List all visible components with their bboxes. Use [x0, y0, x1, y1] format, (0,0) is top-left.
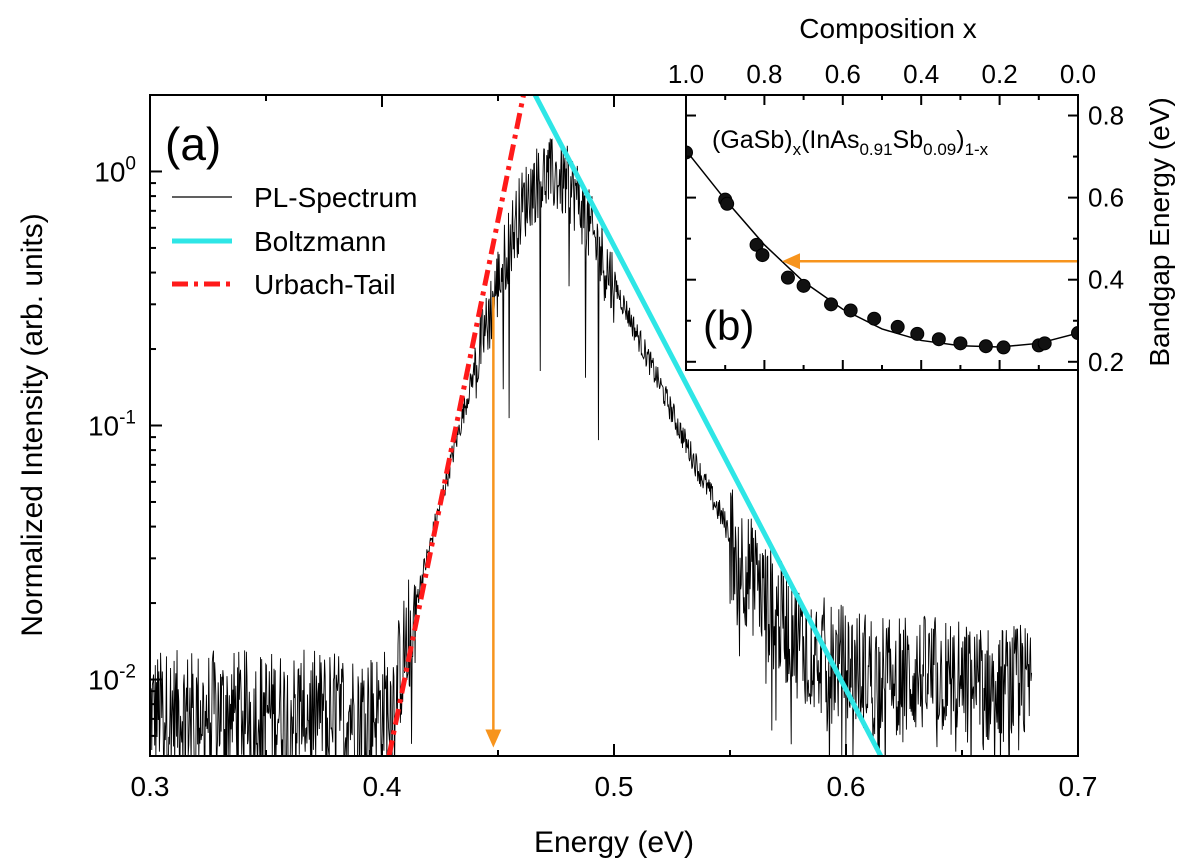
inset-data-point — [1037, 336, 1052, 351]
energy-arrow-head — [485, 729, 502, 748]
inset-data-point — [796, 278, 811, 293]
inset-data-point — [890, 319, 905, 334]
inset-data-point — [931, 332, 946, 347]
inset-data-point — [953, 336, 968, 351]
pl-spectrum-line — [150, 138, 1033, 756]
formula-part-2: (InAs — [801, 126, 859, 154]
inset-y-axis-label: Bandgap Energy (eV) — [1144, 97, 1175, 366]
y-tick-label: 100 — [94, 153, 136, 187]
inset-formula: (GaSb)x(InAs0.91Sb0.09)1-x — [712, 126, 989, 159]
formula-part-3: Sb — [893, 126, 924, 154]
y-axis-label: Normalized Intensity (arb. units) — [16, 213, 49, 637]
inset-plot-content — [686, 145, 1078, 355]
inset-data-point — [978, 339, 993, 354]
inset-data-point — [755, 248, 770, 263]
x-tick-label: 0.5 — [595, 771, 634, 802]
main-plot-content — [150, 95, 1033, 756]
inset-data-point — [720, 196, 735, 211]
legend: PL-Spectrum Boltzmann Urbach-Tail — [172, 182, 417, 300]
main-y-axis: 10-2 10-1 100 — [88, 94, 162, 757]
legend-label-boltzmann: Boltzmann — [254, 226, 386, 257]
inset-data-points — [686, 145, 1078, 355]
inset-data-point — [867, 311, 882, 326]
y-tick-label: 10-2 — [88, 662, 136, 696]
inset-x-tick-label: 0.6 — [825, 59, 861, 89]
inset-x-tick-label: 0.4 — [903, 59, 939, 89]
legend-label-urbach: Urbach-Tail — [254, 269, 396, 300]
boltzmann-line — [532, 95, 884, 756]
bandgap-arrow — [782, 253, 1078, 270]
x-tick-label: 0.7 — [1059, 771, 1098, 802]
panel-b-label: (b) — [703, 302, 754, 349]
formula-sub-2: 0.91 — [859, 140, 892, 159]
x-tick-label: 0.3 — [131, 771, 170, 802]
inset-data-point — [780, 270, 795, 285]
y-tick-label: 10-1 — [88, 408, 136, 442]
inset-y-tick-label: 0.2 — [1088, 347, 1124, 377]
x-tick-label: 0.4 — [363, 771, 402, 802]
formula-sub-4: 1-x — [965, 140, 989, 159]
inset-right-axis: 0.2 0.4 0.6 0.8 — [686, 101, 1124, 377]
inset-top-axis: 1.0 0.8 0.6 0.4 0.2 0.0 — [668, 59, 1096, 370]
x-tick-label: 0.6 — [827, 771, 866, 802]
formula-sub-3: 0.09 — [923, 140, 956, 159]
legend-label-pl: PL-Spectrum — [254, 182, 417, 213]
energy-arrow — [485, 297, 502, 748]
x-axis-label: Energy (eV) — [534, 826, 694, 859]
inset-y-tick-label: 0.8 — [1088, 101, 1124, 131]
inset-y-tick-label: 0.4 — [1088, 265, 1124, 295]
inset-data-point — [824, 297, 839, 312]
inset-background — [686, 95, 1078, 370]
bandgap-arrow-head — [782, 253, 800, 270]
formula-part-4: ) — [956, 126, 964, 154]
inset-panel: 1.0 0.8 0.6 0.4 0.2 0.0 0.2 0.4 0.6 0.8 Composit… — [668, 13, 1175, 377]
inset-data-point — [843, 303, 858, 318]
inset-x-tick-label: 0.2 — [982, 59, 1018, 89]
inset-x-tick-label: 1.0 — [668, 59, 704, 89]
inset-x-axis-label: Composition x — [799, 13, 976, 44]
inset-data-point — [996, 340, 1011, 355]
panel-a-label: (a) — [165, 118, 221, 170]
formula-sub-1: x — [793, 140, 802, 159]
inset-x-tick-label: 0.0 — [1060, 59, 1096, 89]
inset-data-point — [1071, 326, 1078, 341]
inset-data-point — [910, 326, 925, 341]
inset-fit-curve — [686, 149, 1078, 348]
main-x-axis: 0.3 0.4 0.5 0.6 0.7 — [131, 95, 1098, 802]
inset-y-tick-label: 0.6 — [1088, 183, 1124, 213]
formula-part-1: (GaSb) — [712, 126, 793, 154]
inset-x-tick-label: 0.8 — [746, 59, 782, 89]
